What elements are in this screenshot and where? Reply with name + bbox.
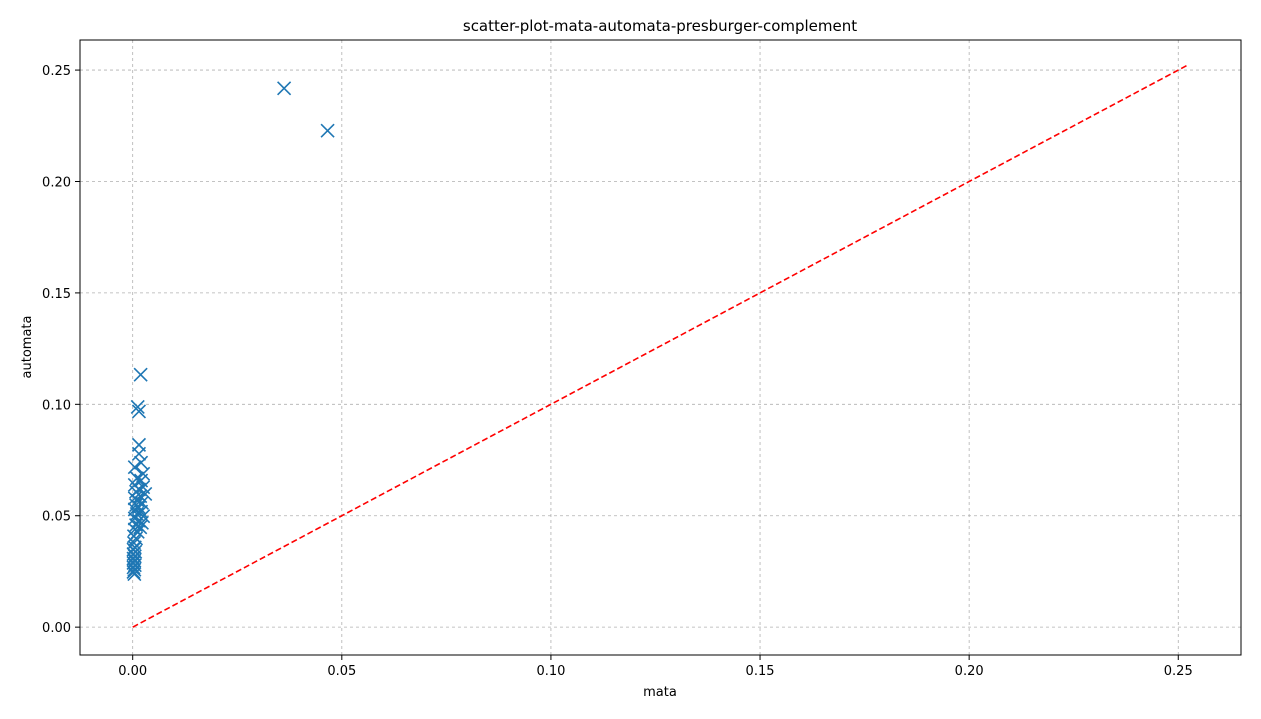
x-tick-label: 0.20: [955, 664, 984, 679]
y-tick-label: 0.10: [42, 398, 71, 413]
x-tick-label: 0.10: [536, 664, 565, 679]
y-tick-label: 0.05: [42, 510, 71, 525]
scatter-point: [133, 367, 148, 382]
scatter-point: [127, 567, 142, 582]
y-tick-label: 0.15: [42, 287, 71, 302]
points-layer: [126, 81, 335, 582]
plot-area-frame: [79, 39, 1242, 656]
y-tick-label: 0.00: [42, 621, 71, 636]
y-axis-label: automata: [20, 316, 35, 379]
grid-layer: [80, 40, 1241, 655]
scatter-point: [127, 562, 142, 577]
chart-title: scatter-plot-mata-automata-presburger-co…: [463, 17, 857, 35]
diagonal-layer: [132, 63, 1190, 628]
x-tick-label: 0.25: [1164, 664, 1193, 679]
scatter-point: [320, 123, 335, 138]
y-tick-label: 0.25: [42, 64, 71, 79]
x-tick-label: 0.15: [746, 664, 775, 679]
x-tick-label: 0.05: [327, 664, 356, 679]
ticks-layer: 0.00 0.05 0.10 0.15 0.20 0.25 0.00 0.05 0.10 0.15…: [42, 64, 1193, 679]
scatter-point: [277, 81, 292, 96]
scatter-point: [131, 446, 147, 461]
x-tick-label: 0.00: [118, 664, 147, 679]
scatter-point: [127, 460, 142, 475]
scatter-point: [130, 399, 145, 415]
diagonal-reference-line: [132, 63, 1190, 628]
scatter-point: [126, 564, 141, 579]
y-tick-label: 0.20: [42, 175, 71, 190]
scatter-point: [131, 404, 147, 419]
scatter-point: [133, 455, 149, 470]
scatter-point: [126, 560, 141, 575]
x-axis-label: mata: [643, 685, 677, 700]
